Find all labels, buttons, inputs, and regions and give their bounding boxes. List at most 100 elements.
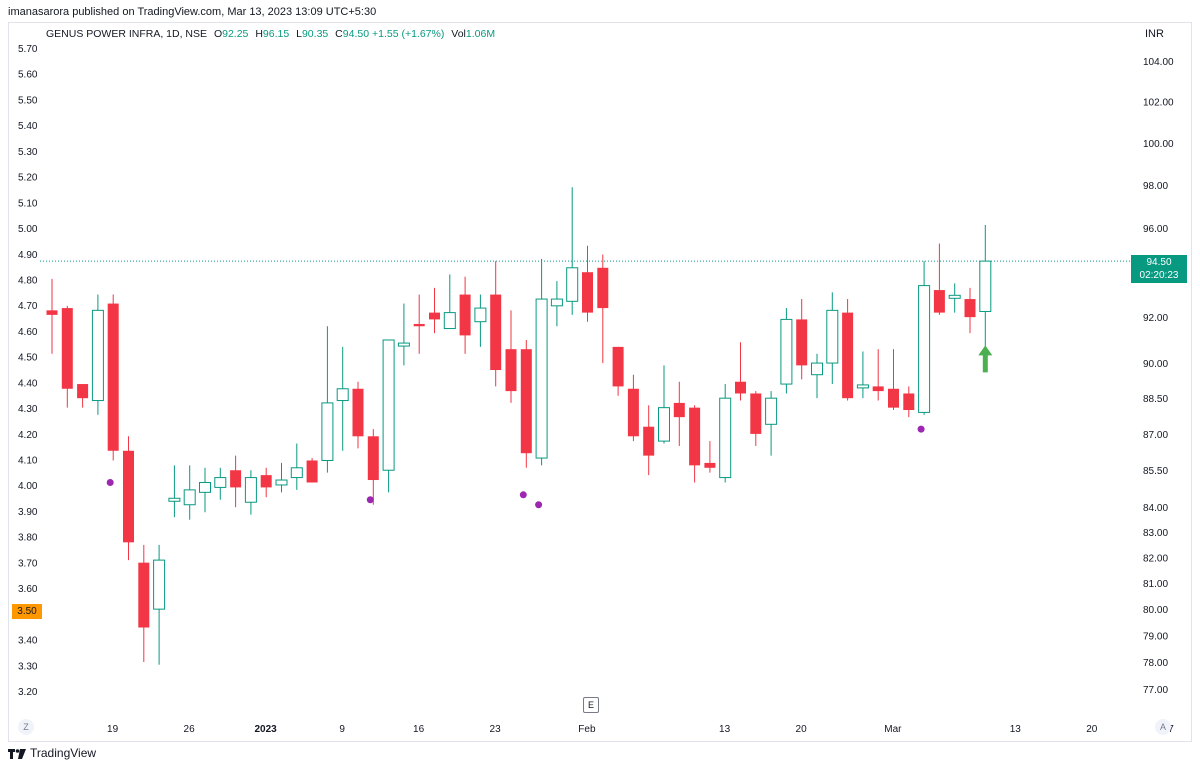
left-axis-tick: 4.50 [18,353,38,364]
left-axis-tick: 4.20 [18,430,38,441]
left-axis-tick: 3.80 [18,533,38,544]
candle-body [918,285,931,413]
left-axis-tick: 4.70 [18,301,38,312]
x-axis-tick: 23 [490,724,502,735]
right-axis-tick: 85.50 [1143,466,1168,477]
candle-body [61,308,73,389]
auto-scale-button[interactable]: A [1155,719,1171,735]
right-axis-tick: 82.00 [1143,554,1168,565]
candle-body [627,388,639,437]
x-axis-tick: 20 [796,724,808,735]
zoom-z-button[interactable]: Z [18,719,34,735]
legend-vol: 1.06M [465,28,496,40]
candle-body [643,426,655,456]
legend-symbol[interactable]: GENUS POWER INFRA, 1D, NSE [46,28,208,40]
right-axis-tick: 83.00 [1143,528,1168,539]
candle-body [77,384,89,399]
right-axis-tick: 102.00 [1143,98,1174,109]
candle-body [321,402,334,461]
candle-body [107,303,119,451]
candle-body [474,307,487,323]
legend-low: 90.35 [301,28,329,40]
tradingview-logo-icon [8,748,26,759]
left-axis-tick: 4.10 [18,456,38,467]
left-axis-tick: 5.70 [18,44,38,55]
candle-body [826,309,839,364]
signal-dot [535,501,543,509]
candle-body [811,362,823,376]
tradingview-branding[interactable]: TradingView [8,746,96,760]
chart-frame [8,22,1192,742]
left-axis-tick: 5.30 [18,147,38,158]
left-axis-tick: 3.30 [18,661,38,672]
candle-body [856,384,869,389]
candle-body [796,319,808,366]
candle-body [765,397,778,425]
candle-body [673,402,685,418]
candle-body [260,475,272,488]
x-axis-tick: 13 [1010,724,1022,735]
events-button[interactable]: E [583,697,599,713]
left-axis-tick: 3.40 [18,636,38,647]
left-axis-tick: 4.80 [18,275,38,286]
publisher-line: imanasarora published on TradingView.com… [8,6,377,18]
candle-body [382,339,395,471]
left-axis-tick: 5.10 [18,198,38,209]
right-axis-tick: 79.00 [1143,631,1168,642]
candle-body [948,294,961,299]
currency-label[interactable]: INR [1145,28,1164,40]
right-axis-tick: 100.00 [1143,139,1174,150]
candle-body [689,407,701,466]
candle-body [275,479,288,486]
candle-body [123,450,134,543]
candle-body [505,349,517,392]
legend-change: +1.55 (+1.67%) [371,28,445,40]
left-axis-tick: 5.50 [18,95,38,106]
right-axis-tick: 96.00 [1143,224,1168,235]
candle-body [842,312,854,399]
candle-body [964,299,976,318]
candle-body [244,477,257,503]
candle-body [719,397,732,479]
right-axis-tick: 84.00 [1143,503,1168,514]
right-axis-tick: 104.00 [1143,57,1174,68]
candle-body [780,318,793,385]
candle-body [888,388,899,408]
candle-body [306,460,318,483]
left-axis-tick: 3.20 [18,687,38,698]
candle-body [183,489,196,506]
candle-body [46,310,58,315]
left-axis-tick: 4.30 [18,404,38,415]
left-axis-tick: 5.00 [18,224,38,235]
right-axis-tick: 80.00 [1143,605,1168,616]
candle-body [429,312,440,320]
x-axis-tick: 20 [1086,724,1098,735]
candle-body [658,407,670,442]
legend-close: 94.50 [342,28,370,40]
candle-body [903,393,915,411]
candle-body [750,393,762,434]
x-axis-tick: 2023 [254,724,277,735]
legend-open: 92.25 [222,28,249,40]
candle-body [566,267,579,302]
left-axis-tick: 4.00 [18,481,38,492]
candle-body [153,559,166,610]
x-axis-tick: Mar [884,724,902,735]
candle-body [612,346,624,387]
signal-dot [519,491,527,499]
x-axis-tick: 26 [184,724,196,735]
candle-body [490,294,502,371]
candle-body [352,388,364,437]
candle-body [367,436,379,481]
left-axis-tick: 4.90 [18,250,38,261]
x-axis-tick: 9 [339,724,345,735]
candle-body [550,298,563,307]
candle-body [91,309,104,402]
right-axis-tick: 90.00 [1143,359,1168,370]
candle-body [520,349,532,454]
candle-body [336,388,349,402]
right-axis-tick: 81.00 [1143,579,1168,590]
candle-body [230,470,242,488]
last-price-tag: 94.50 02:20:23 [1131,255,1187,283]
